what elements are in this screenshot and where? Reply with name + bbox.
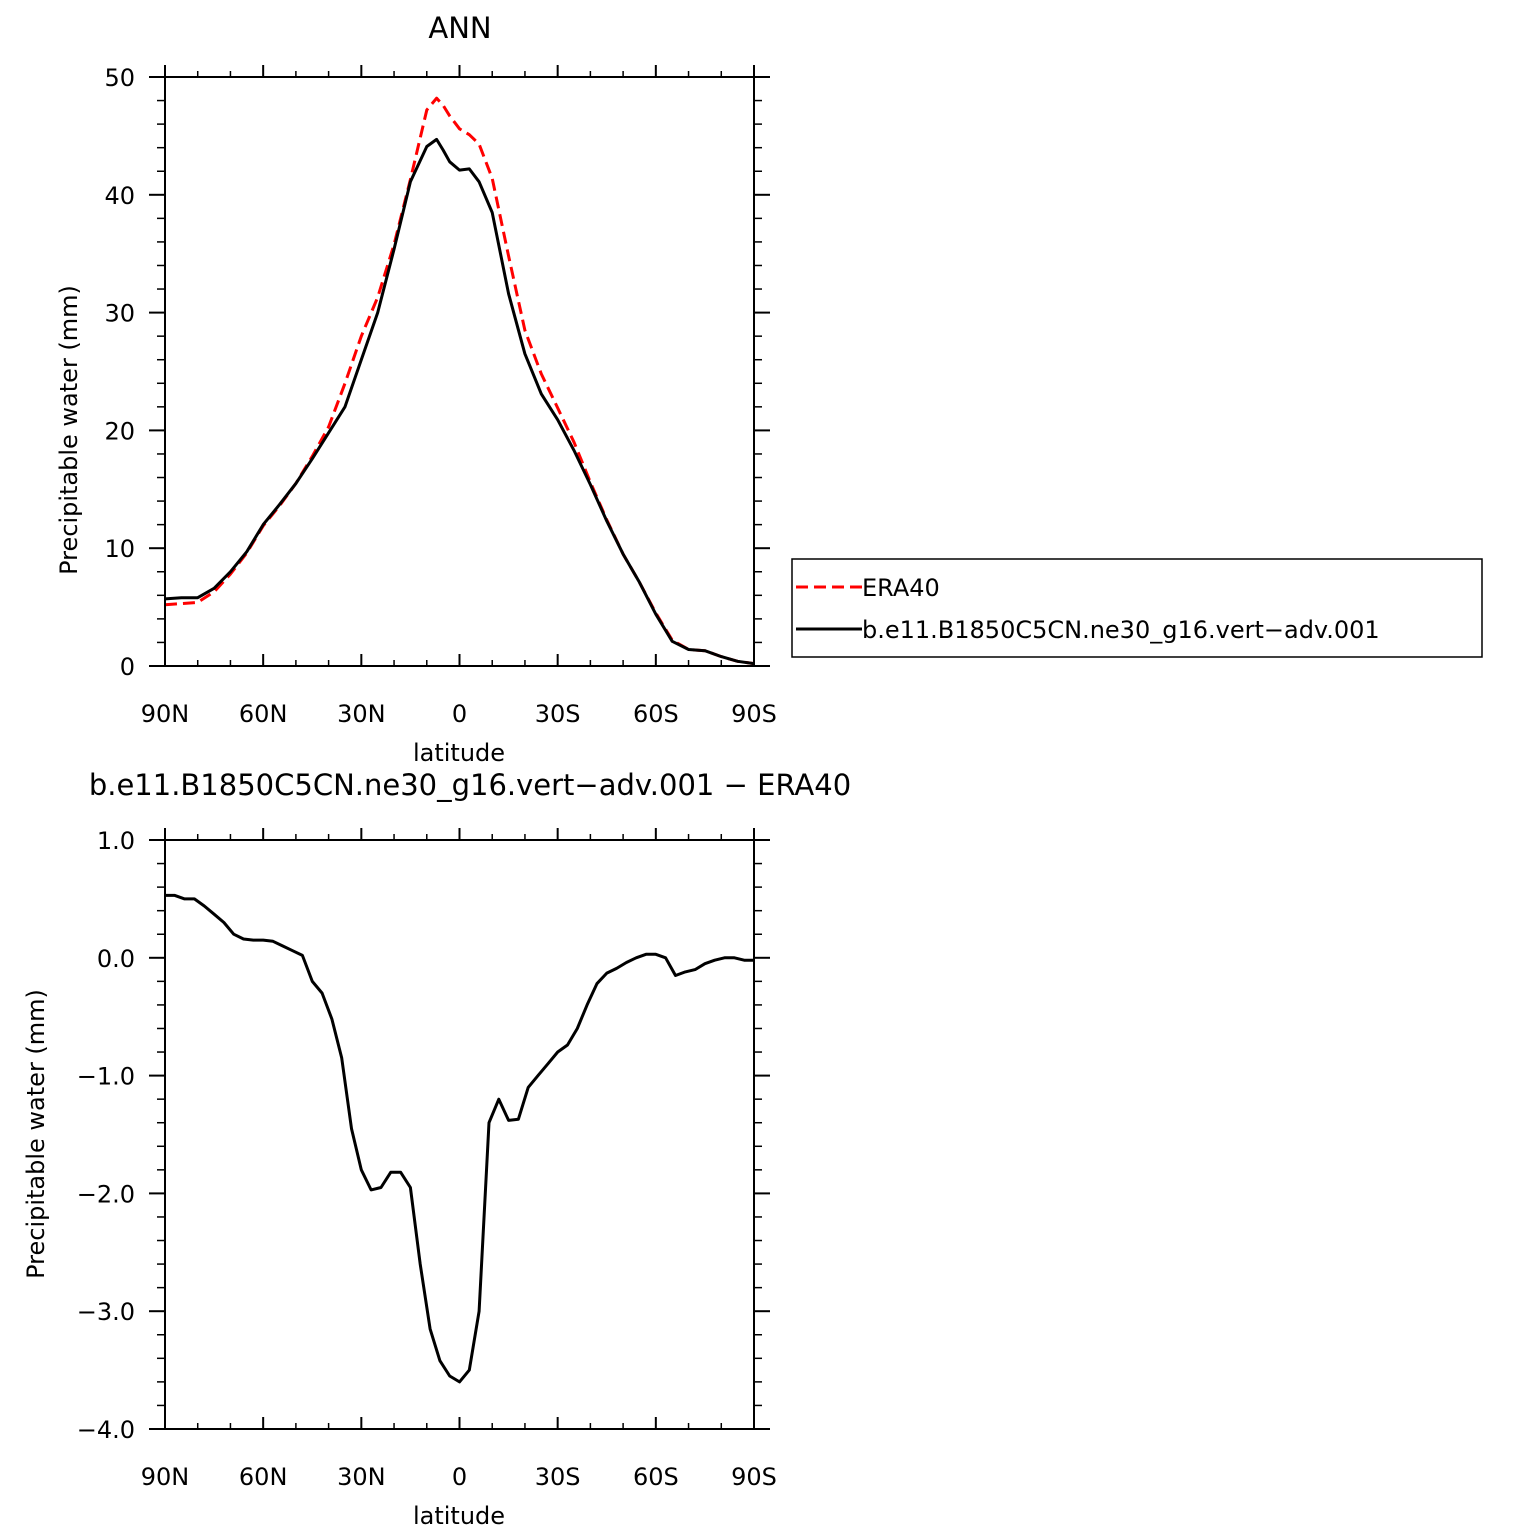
- top-y-tick-label: 0: [120, 653, 135, 681]
- bottom-series-line-0: [165, 893, 754, 1384]
- top-x-axis-label: latitude: [413, 739, 505, 767]
- bottom-y-axis-label: Precipitable water (mm): [22, 989, 50, 1279]
- top-series-lines: [164, 96, 755, 666]
- top-tick-labels: 90N 60N 30N 0 30S 60S 90S 0 10 20 30 40 50: [104, 64, 776, 728]
- bottom-y-tick-label: 1.0: [97, 827, 135, 855]
- legend-label-model: b.e11.B1850C5CN.ne30_g16.vert−adv.001: [862, 616, 1380, 644]
- top-y-tick-label: 50: [104, 64, 135, 92]
- top-x-tick-label: 90N: [141, 700, 190, 728]
- bottom-y-tick-label: −1.0: [77, 1063, 135, 1091]
- top-axis-ticks: [149, 65, 770, 667]
- top-chart-title: ANN: [428, 11, 491, 45]
- top-x-tick-label: 60S: [633, 700, 679, 728]
- bottom-panel: b.e11.B1850C5CN.ne30_g16.vert−adv.001 − …: [22, 768, 851, 1530]
- bottom-y-tick-label: −4.0: [77, 1416, 135, 1444]
- bottom-x-tick-label: 90N: [141, 1463, 190, 1491]
- top-x-tick-label: 90S: [731, 700, 777, 728]
- bottom-plot-frame: [164, 839, 755, 1430]
- top-x-tick-label: 30S: [535, 700, 581, 728]
- top-series-line-0: [164, 96, 755, 666]
- legend-box: [791, 558, 1483, 658]
- top-x-tick-label: 0: [452, 700, 467, 728]
- bottom-chart-title: b.e11.B1850C5CN.ne30_g16.vert−adv.001 − …: [89, 768, 851, 802]
- bottom-x-axis-label: latitude: [413, 1502, 505, 1530]
- top-plot-frame: [164, 76, 755, 667]
- bottom-x-tick-label: 30S: [535, 1463, 581, 1491]
- top-y-tick-label: 40: [104, 182, 135, 210]
- top-x-tick-label: 60N: [239, 700, 288, 728]
- bottom-series-lines: [165, 893, 754, 1384]
- bottom-axis-ticks: [149, 828, 770, 1430]
- top-y-tick-label: 10: [104, 535, 135, 563]
- bottom-x-tick-label: 0: [452, 1463, 467, 1491]
- bottom-y-tick-label: 0.0: [97, 945, 135, 973]
- bottom-x-tick-label: 30N: [337, 1463, 386, 1491]
- top-y-tick-label: 30: [104, 300, 135, 328]
- top-panel: ANN Precipitable water (mm) latitude 90N…: [55, 11, 777, 767]
- legend-label-era40: ERA40: [862, 574, 940, 602]
- bottom-y-tick-label: −3.0: [77, 1298, 135, 1326]
- bottom-x-tick-label: 60N: [239, 1463, 288, 1491]
- top-y-axis-label: Precipitable water (mm): [55, 285, 83, 575]
- bottom-x-tick-label: 60S: [633, 1463, 679, 1491]
- top-y-tick-label: 20: [104, 417, 135, 445]
- top-x-tick-label: 30N: [337, 700, 386, 728]
- bottom-tick-labels: 90N 60N 30N 0 30S 60S 90S 1.0 0.0 −1.0 −2.0 −3.0 −4.…: [77, 827, 777, 1491]
- bottom-y-tick-label: −2.0: [77, 1180, 135, 1208]
- bottom-x-tick-label: 90S: [731, 1463, 777, 1491]
- top-series-line-1: [164, 137, 755, 666]
- legend: ERA40 b.e11.B1850C5CN.ne30_g16.vert−adv.…: [791, 558, 1483, 658]
